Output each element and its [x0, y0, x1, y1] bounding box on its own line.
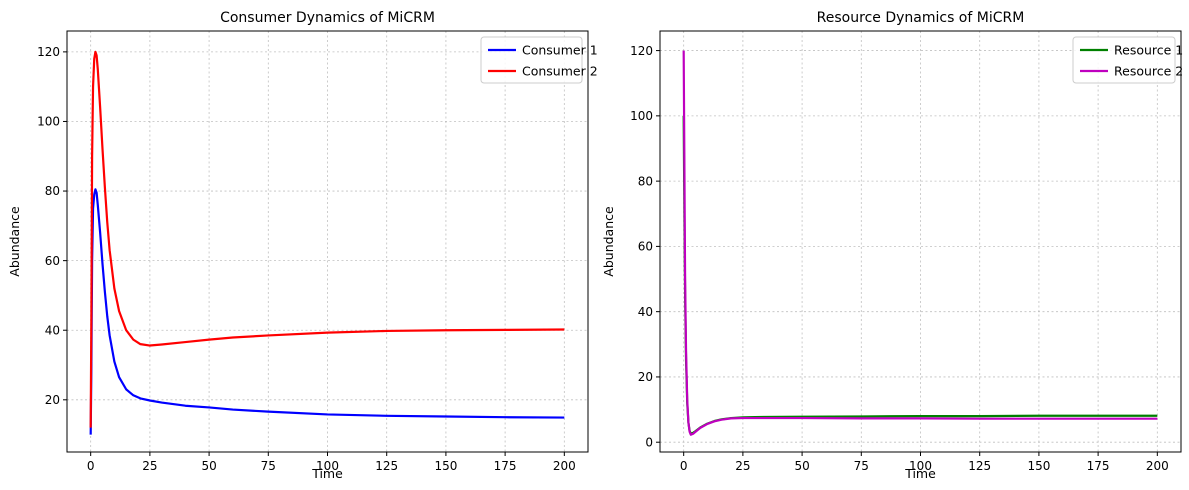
x-tick-label: 200 — [553, 459, 576, 473]
x-tick-label: 100 — [909, 459, 932, 473]
x-tick-label: 125 — [375, 459, 398, 473]
x-tick-label: 175 — [494, 459, 517, 473]
consumer-chart: 0 25 50 75 100 125 150 175 200 20 40 60 80 100 120 Con… — [7, 10, 598, 481]
y-tick-label: 60 — [45, 254, 60, 268]
x-tick-label: 25 — [142, 459, 157, 473]
plot-background — [660, 31, 1181, 452]
y-tick-label: 120 — [630, 44, 653, 58]
legend-label-consumer-2: Consumer 2 — [522, 64, 598, 79]
y-tick-label: 60 — [638, 240, 653, 254]
y-tick-label: 20 — [638, 370, 653, 384]
x-tick-label: 50 — [201, 459, 216, 473]
legend: Consumer 1 Consumer 2 — [480, 36, 598, 84]
y-tick-label: 0 — [645, 435, 653, 449]
x-axis-label: Time — [311, 466, 343, 481]
plot-background — [67, 31, 588, 452]
x-axis-label: Time — [904, 466, 936, 481]
x-tick-label: 175 — [1087, 459, 1110, 473]
x-tick-label: 75 — [261, 459, 276, 473]
legend-label-resource-1: Resource 1 — [1114, 43, 1183, 58]
x-tick-label: 50 — [794, 459, 809, 473]
y-tick-label: 20 — [45, 393, 60, 407]
y-tick-label: 80 — [638, 174, 653, 188]
x-tick-label: 25 — [735, 459, 750, 473]
y-tick-label: 100 — [37, 115, 60, 129]
x-tick-label: 200 — [1146, 459, 1169, 473]
y-tick-label: 40 — [45, 323, 60, 337]
legend: Resource 1 Resource 2 — [1072, 36, 1183, 84]
series-line-consumer-1 — [89, 188, 565, 435]
series-line-resource-2 — [682, 50, 1158, 436]
series-line-consumer-2 — [89, 50, 565, 428]
x-tick-label: 0 — [87, 459, 95, 473]
x-tick-label: 125 — [968, 459, 991, 473]
x-tick-label: 150 — [434, 459, 457, 473]
y-tick-label: 40 — [638, 305, 653, 319]
legend-label-resource-2: Resource 2 — [1114, 64, 1183, 79]
chart-title: Resource Dynamics of MiCRM — [817, 10, 1025, 26]
y-tick-label: 120 — [37, 45, 60, 59]
y-tick-label: 80 — [45, 184, 60, 198]
y-axis-label: Abundance — [7, 206, 22, 277]
legend-label-consumer-1: Consumer 1 — [522, 43, 598, 58]
y-axis-label: Abundance — [601, 206, 616, 277]
chart-title: Consumer Dynamics of MiCRM — [220, 10, 435, 26]
x-tick-label: 100 — [316, 459, 339, 473]
resource-chart: 0 25 50 75 100 125 150 175 200 0 20 40 60 80 100 120 Re… — [601, 10, 1183, 481]
y-tick-label: 100 — [630, 109, 653, 123]
x-tick-label: 75 — [854, 459, 869, 473]
x-tick-label: 0 — [680, 459, 688, 473]
x-tick-label: 150 — [1027, 459, 1050, 473]
